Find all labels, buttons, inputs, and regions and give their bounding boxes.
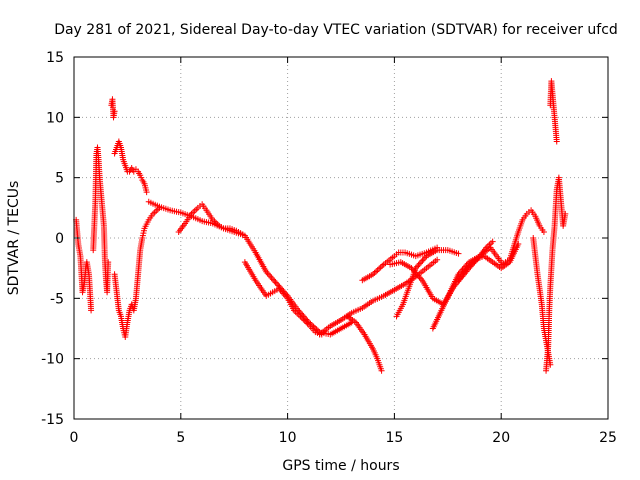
data-point [271,277,278,284]
data-point [105,259,112,266]
x-tick-label: 15 [385,430,403,446]
x-tick-label: 0 [70,430,79,446]
data-point [418,259,425,266]
data-point [378,367,385,374]
x-axis-label: GPS time / hours [282,458,399,474]
data-point [562,210,569,217]
y-tick-label: 10 [46,110,64,126]
x-tick-label: 10 [279,430,297,446]
data-point [489,238,496,245]
data-point [455,250,462,257]
y-tick-label: 15 [46,50,64,66]
data-point [239,231,246,238]
data-point [377,264,384,271]
data-point [304,320,311,327]
data-point [434,256,441,263]
grid [74,57,608,419]
data-point [465,263,472,270]
x-tick-label: 20 [492,430,510,446]
data-point [374,267,381,274]
data-point [553,138,560,145]
x-tick-label: 5 [176,430,185,446]
data-point [268,274,275,281]
y-tick-label: -15 [41,412,64,428]
y-tick-label: 0 [55,231,64,247]
y-tick-label: -10 [41,352,64,368]
data-point [471,258,478,265]
axis-ticks [73,56,609,420]
data-point [464,265,471,272]
data-point [420,256,427,263]
data-point [301,317,308,324]
data-point [272,279,279,286]
data-point [373,268,380,275]
data-point [143,189,150,196]
y-tick-label: 5 [55,171,64,187]
data-point [88,307,95,314]
data-point [376,265,383,272]
data-point [265,271,272,278]
data-point [379,262,386,269]
data-point [297,313,304,320]
data-point [469,259,476,266]
data-point [419,257,426,264]
data-point [313,326,320,333]
y-tick-label: -5 [50,291,64,307]
data-point [466,262,473,269]
y-axis-label: SDTVAR / TECUs [6,181,22,296]
data-point [415,262,422,269]
data-point [303,319,310,326]
data-point [298,314,305,321]
data-point [267,273,274,280]
data-point [300,316,307,323]
data-point [468,260,475,267]
chart-title: Day 281 of 2021, Sidereal Day-to-day VTE… [54,22,618,38]
data-point [111,108,118,115]
data-point [269,276,276,283]
data-points [73,78,569,374]
tick-labels: 0 5 10 15 20 25 -15 -10 -5 0 5 10 15 [41,50,617,446]
x-tick-label: 25 [599,430,617,446]
data-point [416,260,423,267]
data-point [540,228,547,235]
